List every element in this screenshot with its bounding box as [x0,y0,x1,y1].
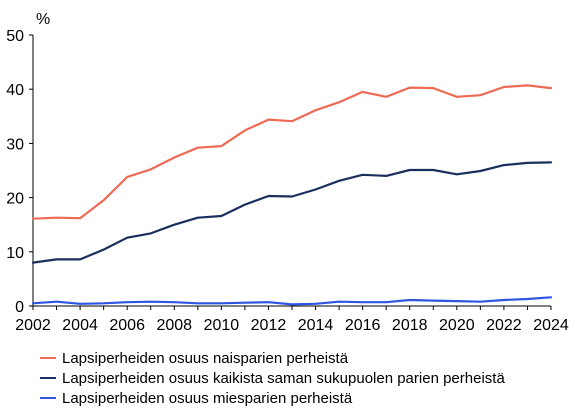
legend-label-kaikki-parit: Lapsiperheiden osuus kaikista saman suku… [62,369,505,387]
series-line-2 [31,296,553,306]
y-tick-label: 40 [6,82,24,99]
y-unit-label: % [36,11,50,28]
x-tick-label: 2008 [156,317,192,334]
y-tick-label: 30 [6,136,24,153]
x-tick-label: 2018 [392,317,428,334]
legend-swatch-kaikki-parit [40,377,56,379]
legend-label-miesparit: Lapsiperheiden osuus miesparien perheist… [62,389,353,407]
y-tick-label: 10 [6,245,24,262]
x-tick-label: 2002 [15,317,51,334]
line-chart: % 0 10 20 30 40 50 2002 2004 2006 2008 2010 2012 201… [6,11,569,334]
y-tick-label: 0 [15,299,24,316]
chart-legend: Lapsiperheiden osuus naisparien perheist… [40,348,505,408]
x-tick-label: 2014 [298,317,334,334]
y-tick-label: 20 [6,191,24,208]
x-tick-label: 2006 [109,317,145,334]
legend-item-kaikki-parit: Lapsiperheiden osuus kaikista saman suku… [40,368,505,388]
legend-item-miesparit: Lapsiperheiden osuus miesparien perheist… [40,388,505,408]
chart-axes: 0 10 20 30 40 50 2002 2004 2006 2008 2010 2012 2014 2… [6,28,569,334]
x-tick-label: 2004 [62,317,98,334]
x-tick-label: 2020 [439,317,475,334]
series-line-1 [31,161,553,264]
series-line-0 [31,84,553,220]
x-tick-label: 2024 [533,317,569,334]
x-tick-label: 2016 [345,317,381,334]
x-tick-label: 2010 [204,317,240,334]
legend-swatch-naisparit [40,357,56,359]
legend-label-naisparit: Lapsiperheiden osuus naisparien perheist… [62,349,349,367]
x-tick-label: 2012 [251,317,287,334]
y-tick-label: 50 [6,28,24,45]
legend-item-naisparit: Lapsiperheiden osuus naisparien perheist… [40,348,505,368]
chart-series [31,84,553,306]
x-tick-label: 2022 [486,317,522,334]
legend-swatch-miesparit [40,397,56,399]
